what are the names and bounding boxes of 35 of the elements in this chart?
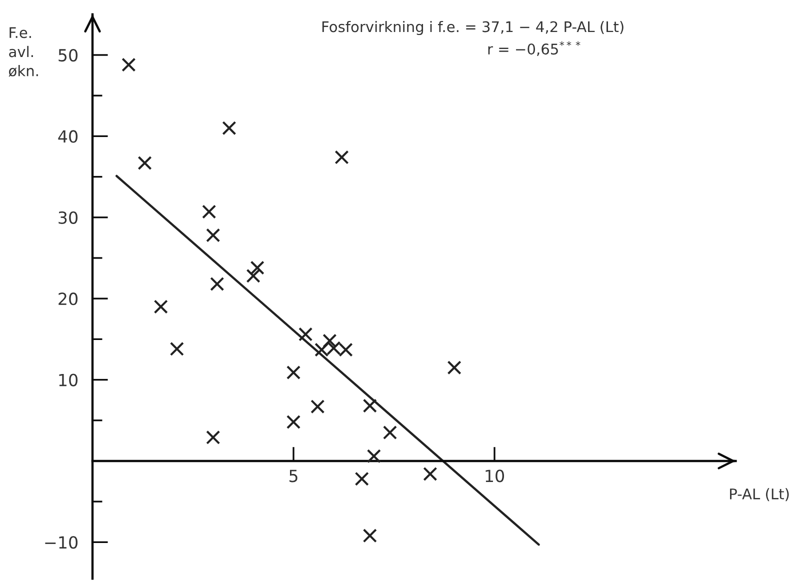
point bbox=[382, 425, 398, 440]
point bbox=[206, 430, 220, 444]
annotation: Fosforvirkning i f.e. = 37,1 − 4,2 P-AL (Lt) bbox=[322, 20, 624, 36]
point bbox=[423, 466, 438, 482]
y-tick-label: 30 bbox=[58, 211, 78, 224]
y-tick-label: 40 bbox=[58, 130, 78, 143]
point bbox=[310, 400, 325, 414]
point bbox=[366, 449, 381, 464]
point bbox=[322, 334, 337, 348]
x-axis-title: P-AL (Lt) bbox=[730, 488, 789, 502]
point bbox=[222, 121, 236, 136]
annotation: r = −0,65$^{***}$ bbox=[488, 41, 580, 56]
x-tick-label: 5 bbox=[289, 470, 298, 482]
point bbox=[286, 365, 301, 380]
point bbox=[354, 472, 369, 486]
y-axis-title: F.e. avl. økn. bbox=[8, 27, 38, 77]
y-tick-label: 20 bbox=[58, 292, 78, 306]
point bbox=[170, 342, 184, 356]
point bbox=[298, 327, 313, 342]
point bbox=[138, 156, 152, 170]
point bbox=[246, 268, 260, 283]
point bbox=[206, 228, 220, 242]
point bbox=[447, 360, 462, 375]
point bbox=[334, 150, 349, 164]
point bbox=[250, 260, 264, 275]
point bbox=[362, 528, 377, 543]
y-tick-label: −10 bbox=[45, 536, 78, 549]
point bbox=[362, 398, 377, 413]
point bbox=[286, 414, 301, 430]
point bbox=[122, 58, 136, 72]
point bbox=[202, 204, 216, 219]
y-tick-label: 50 bbox=[58, 48, 78, 62]
point bbox=[154, 300, 168, 314]
point bbox=[210, 276, 224, 292]
y-tick-label: 10 bbox=[59, 374, 78, 386]
